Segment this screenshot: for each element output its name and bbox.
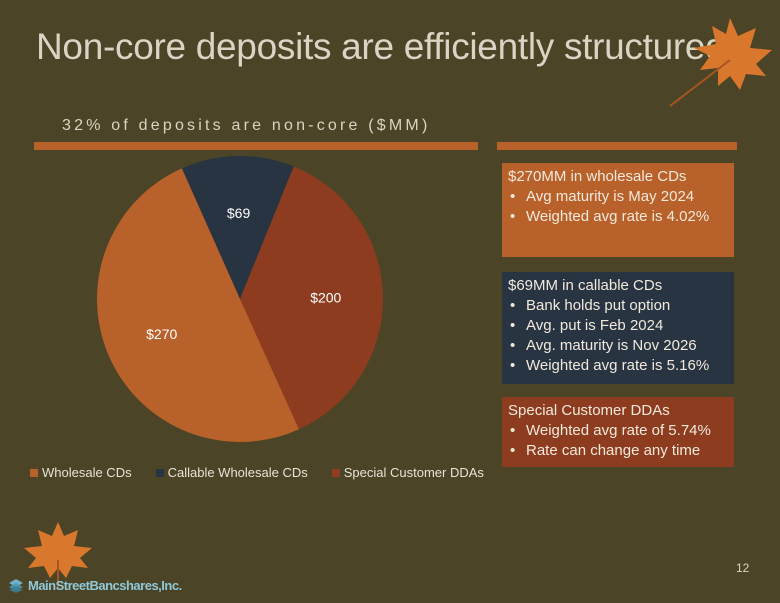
chart-legend: Wholesale CDs Callable Wholesale CDs Spe… <box>30 465 484 480</box>
pie-data-label: $200 <box>310 289 341 305</box>
page-number: 12 <box>736 561 750 575</box>
pie-slice-callable <box>181 156 294 299</box>
logo-text: MainStreetBancshares,Inc. <box>28 578 182 593</box>
legend-swatch <box>30 468 38 477</box>
pie-chart: $69 $200 $270 <box>96 156 383 443</box>
callable-cds-box: $69MM in callable CDs Bank holds put opt… <box>502 272 734 384</box>
box-bullet: Avg. maturity is Nov 2026 <box>508 336 728 356</box>
pie-data-label: $270 <box>146 326 177 342</box>
box-bullet: Weighted avg rate of 5.74% <box>508 421 728 441</box>
stacked-chevrons-icon <box>9 578 23 593</box>
legend-swatch <box>331 468 340 477</box>
box-bullet: Rate can change any time <box>508 441 728 461</box>
maple-leaf-icon <box>669 18 772 107</box>
legend-item-special: Special Customer DDAs <box>331 465 484 480</box>
pie-slice-wholesale <box>96 168 299 443</box>
wholesale-cds-box: $270MM in wholesale CDs Avg maturity is … <box>502 163 734 257</box>
company-logo: MainStreetBancshares,Inc. <box>8 578 182 593</box>
pie-slice-special <box>240 166 383 430</box>
legend-item-callable: Callable Wholesale CDs <box>155 465 308 480</box>
box-heading: Special Customer DDAs <box>508 402 670 419</box>
box-heading: $270MM in wholesale CDs <box>508 168 687 185</box>
legend-label: Callable Wholesale CDs <box>167 465 308 480</box>
box-heading: $69MM in callable CDs <box>508 277 663 294</box>
legend-swatch <box>155 468 164 477</box>
maple-leaf-icon <box>24 522 92 588</box>
legend-label: Special Customer DDAs <box>343 465 484 480</box>
chart-subtitle: 32% of deposits are non-core ($MM) <box>62 117 431 134</box>
box-bullet: Avg maturity is May 2024 <box>508 187 728 207</box>
pie-data-label: $69 <box>227 205 251 221</box>
special-customer-ddas-box: Special Customer DDAs Weighted avg rate … <box>502 397 734 467</box>
legend-label: Wholesale CDs <box>42 465 132 480</box>
slide-title: Non-core deposits are efficiently struct… <box>36 26 726 67</box>
divider-rule-right <box>497 142 737 150</box>
box-bullet: Avg. put is Feb 2024 <box>508 316 728 336</box>
box-bullet: Bank holds put option <box>508 296 728 316</box>
divider-rule <box>34 142 478 150</box>
legend-item-wholesale: Wholesale CDs <box>30 465 132 480</box>
box-bullet: Weighted avg rate is 5.16% <box>508 356 728 376</box>
box-bullet: Weighted avg rate is 4.02% <box>508 207 728 227</box>
